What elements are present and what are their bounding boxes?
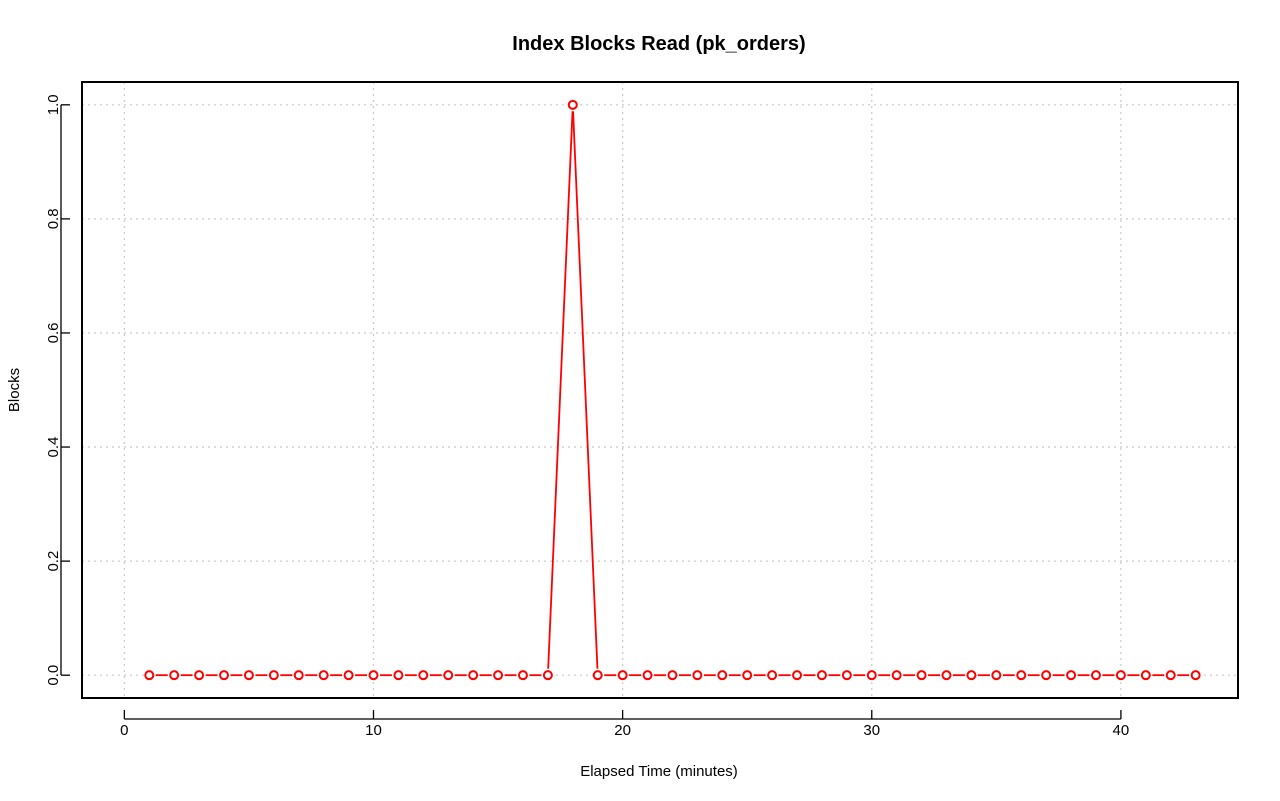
data-point — [966, 670, 977, 681]
data-point — [717, 670, 728, 681]
data-point — [1066, 670, 1077, 681]
data-point — [418, 670, 429, 681]
data-point — [891, 670, 902, 681]
data-point — [368, 670, 379, 681]
data-point — [169, 670, 180, 681]
data-point — [1140, 670, 1151, 681]
data-point — [866, 670, 877, 681]
data-point — [293, 670, 304, 681]
x-tick-label: 0 — [120, 722, 128, 739]
data-point — [916, 670, 927, 681]
y-tick-label: 0.6 — [45, 323, 62, 344]
data-point — [1115, 670, 1126, 681]
y-tick-label: 1.0 — [45, 94, 62, 115]
data-point — [268, 670, 279, 681]
grid — [82, 82, 1238, 698]
data-point — [219, 670, 230, 681]
x-tick-label: 40 — [1113, 722, 1130, 739]
y-tick-label: 0.2 — [45, 551, 62, 572]
data-point — [1090, 670, 1101, 681]
y-axis: 0.0 0.2 0.4 0.6 0.8 1.0 — [45, 94, 70, 686]
data-point — [318, 670, 329, 681]
data-point — [792, 670, 803, 681]
data-point — [567, 99, 578, 110]
data-point — [443, 670, 454, 681]
data-point — [343, 670, 354, 681]
x-axis-label: Elapsed Time (minutes) — [580, 763, 738, 780]
x-tick-label: 10 — [365, 722, 382, 739]
data-point — [991, 670, 1002, 681]
data-point — [767, 670, 778, 681]
data-point — [243, 670, 254, 681]
data-point — [692, 670, 703, 681]
data-point — [393, 670, 404, 681]
series-segment — [547, 111, 574, 669]
y-tick-label: 0.4 — [45, 437, 62, 458]
data-point — [667, 670, 678, 681]
data-point — [1016, 670, 1027, 681]
data-point — [144, 670, 155, 681]
plot-frame — [81, 81, 1239, 699]
y-tick-label: 0.8 — [45, 208, 62, 229]
data-point — [816, 670, 827, 681]
data-point — [642, 670, 653, 681]
data-point — [592, 670, 603, 681]
y-axis-label: Blocks — [6, 368, 23, 412]
data-point — [1165, 670, 1176, 681]
chart-title: Index Blocks Read (pk_orders) — [512, 33, 805, 55]
series-segment — [572, 111, 599, 669]
data-point — [841, 670, 852, 681]
x-tick-label: 30 — [863, 722, 880, 739]
series-line — [144, 99, 1201, 681]
y-tick-label: 0.0 — [45, 665, 62, 686]
data-point — [941, 670, 952, 681]
data-point — [1190, 670, 1201, 681]
data-point — [742, 670, 753, 681]
data-point — [194, 670, 205, 681]
data-point — [468, 670, 479, 681]
data-point — [542, 670, 553, 681]
x-axis: 0 10 20 30 40 — [120, 710, 1129, 739]
data-point — [493, 670, 504, 681]
data-point — [617, 670, 628, 681]
data-point — [517, 670, 528, 681]
data-point — [1041, 670, 1052, 681]
x-tick-label: 20 — [614, 722, 631, 739]
